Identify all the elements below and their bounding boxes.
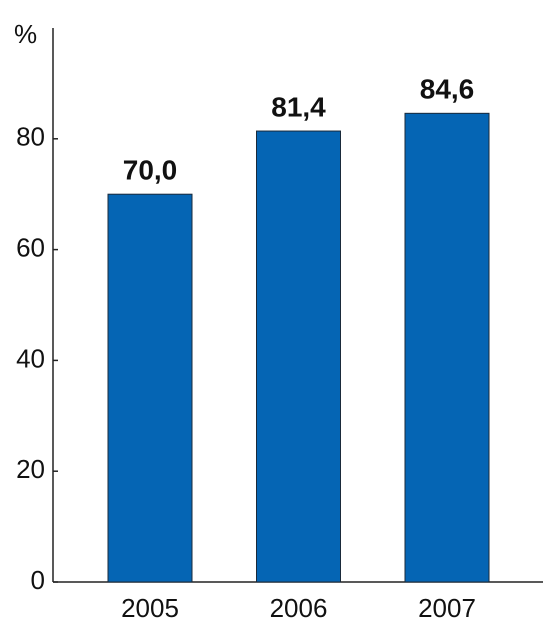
value-label: 84,6 bbox=[420, 74, 475, 105]
y-tick-label: 40 bbox=[16, 343, 45, 373]
value-label: 70,0 bbox=[123, 155, 178, 186]
y-tick-label: 0 bbox=[31, 565, 45, 595]
bar bbox=[256, 130, 341, 583]
y-tick-label: 20 bbox=[16, 454, 45, 484]
x-tick-label: 2005 bbox=[121, 593, 179, 623]
value-label: 81,4 bbox=[271, 91, 326, 122]
y-axis-label: % bbox=[14, 19, 37, 49]
y-tick-label: 80 bbox=[16, 122, 45, 152]
y-tick-label: 60 bbox=[16, 232, 45, 262]
x-tick-label: 2006 bbox=[270, 593, 328, 623]
x-tick-label: 2007 bbox=[418, 593, 476, 623]
bar bbox=[404, 112, 490, 583]
bar bbox=[107, 193, 193, 583]
